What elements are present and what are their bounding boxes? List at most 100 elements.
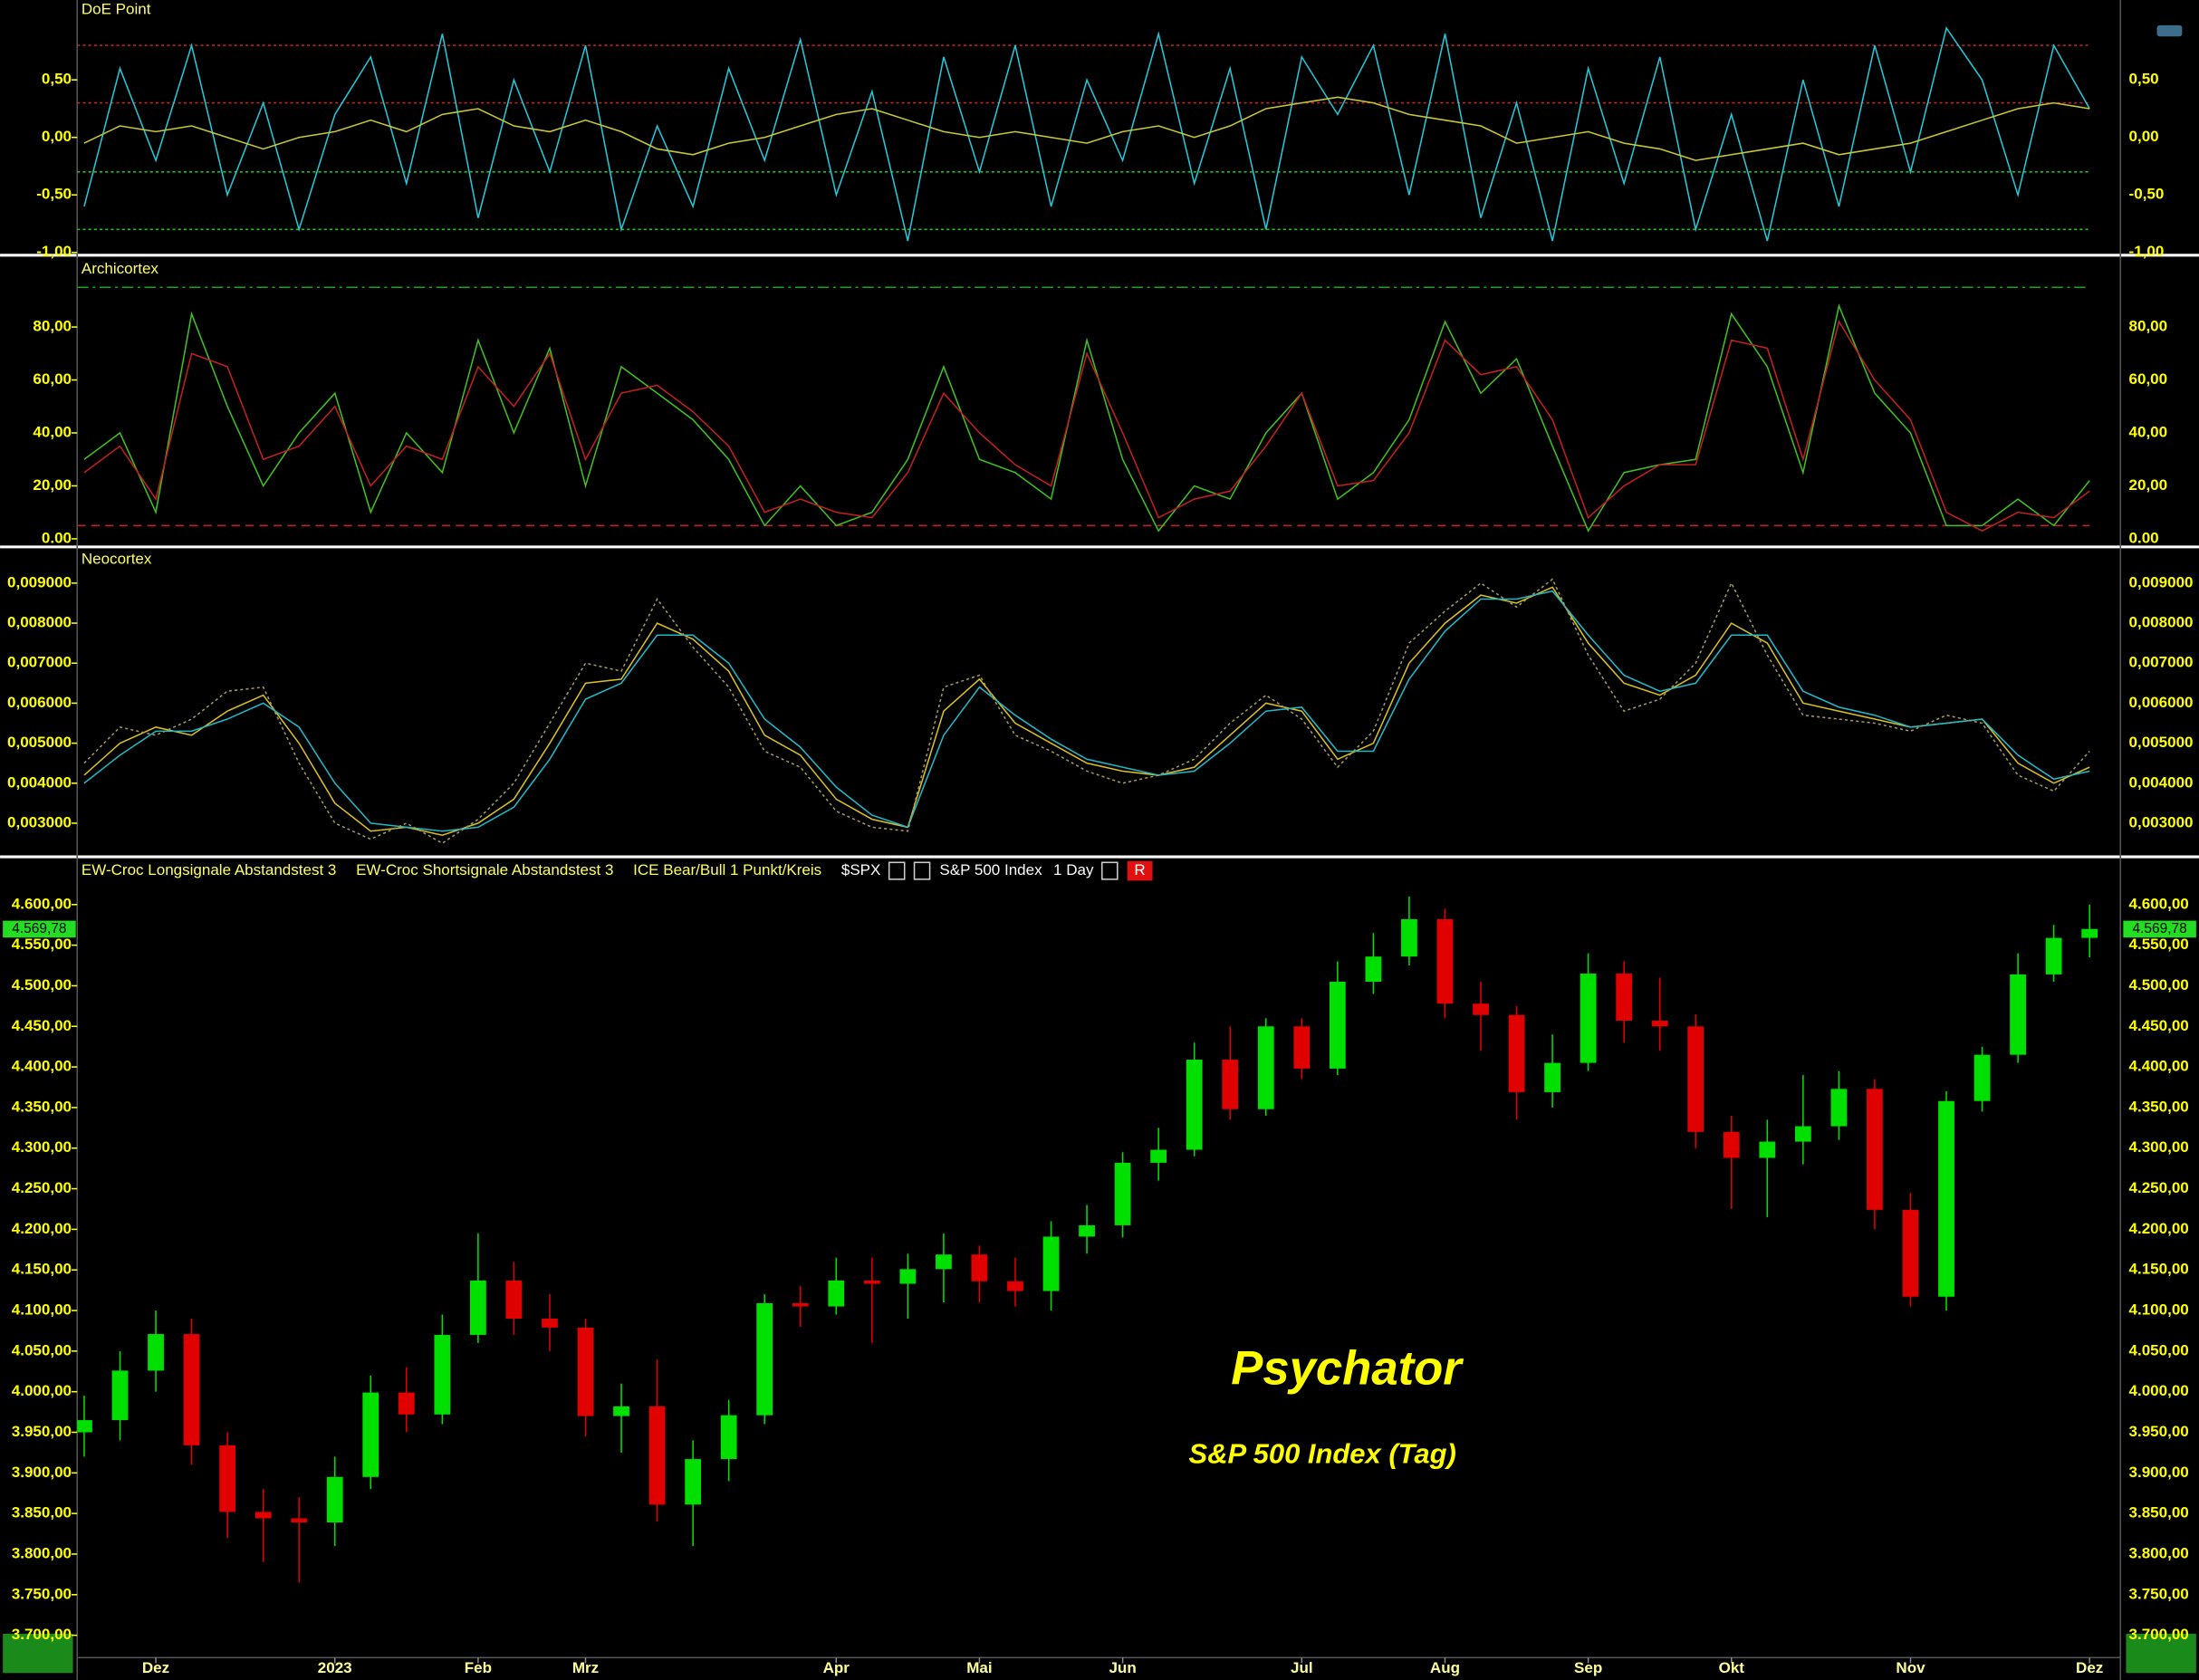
candle-body xyxy=(505,1280,523,1319)
y-tick-label: 0,007000 xyxy=(2129,654,2194,671)
y-tick-label: 4.400,00 xyxy=(12,1058,72,1075)
candle-body xyxy=(1436,918,1454,1004)
y-tick-label: 4.050,00 xyxy=(12,1341,72,1358)
icon[interactable] xyxy=(2156,24,2183,37)
y-tick-label: -0,50 xyxy=(2129,186,2165,203)
candle-body xyxy=(254,1512,272,1519)
candle-body xyxy=(1042,1236,1060,1291)
y-tick-label: 3.750,00 xyxy=(2129,1585,2189,1602)
y-tick-label: 0,003000 xyxy=(2129,813,2194,830)
y-tick-label: 4.450,00 xyxy=(12,1017,72,1034)
indicator-label: ICE Bear/Bull 1 Punkt/Kreis xyxy=(633,861,821,878)
indicator-label: EW-Croc Shortsignale Abstandstest 3 xyxy=(356,861,613,878)
y-tick-label: 3.900,00 xyxy=(2129,1464,2189,1481)
window-icon[interactable] xyxy=(2156,24,2183,37)
y-tick-label: 4.500,00 xyxy=(12,976,72,994)
candle-body xyxy=(936,1254,952,1270)
button-bg[interactable] xyxy=(1127,860,1153,881)
y-tick-label: 80,00 xyxy=(2129,318,2168,335)
y-tick-label: 20,00 xyxy=(33,476,72,494)
y-tick-label: 4.150,00 xyxy=(2129,1261,2189,1278)
y-tick-label: 0,008000 xyxy=(7,614,72,631)
y-tick-label: 3.750,00 xyxy=(12,1585,72,1602)
candle-body xyxy=(1902,1209,1919,1297)
candle-body xyxy=(1473,1003,1489,1015)
candle-body xyxy=(1365,956,1382,982)
x-tick-label: Okt xyxy=(1719,1659,1745,1676)
x-tick-label: 2023 xyxy=(318,1659,352,1676)
candle-body xyxy=(469,1280,486,1335)
candle-body xyxy=(1687,1026,1704,1132)
y-tick-label: 4.550,00 xyxy=(12,936,72,953)
candle-body xyxy=(863,1280,880,1284)
y-tick-label: 4.250,00 xyxy=(12,1179,72,1196)
candle-body xyxy=(971,1254,988,1282)
last-price-label: 4.569,78 xyxy=(2132,921,2186,936)
dropdown[interactable] xyxy=(913,861,931,880)
candle-body xyxy=(685,1459,702,1505)
y-tick-label: 0,50 xyxy=(2129,71,2159,88)
y-tick-label: 4.450,00 xyxy=(2129,1017,2189,1034)
y-tick-label: 0,005000 xyxy=(7,734,72,751)
x-tick-label: Dez xyxy=(142,1659,169,1676)
y-tick-label: 4.100,00 xyxy=(2129,1301,2189,1319)
candle-body xyxy=(1401,918,1417,957)
y-tick-label: 4.200,00 xyxy=(12,1220,72,1237)
indicator-label: EW-Croc Longsignale Abstandstest 3 xyxy=(82,861,337,878)
y-tick-label: 0,00 xyxy=(42,128,72,145)
y-tick-label: 3.850,00 xyxy=(12,1504,72,1522)
dropdown[interactable] xyxy=(1100,861,1119,880)
candle-body xyxy=(183,1334,200,1445)
y-tick-label: 40,00 xyxy=(2129,424,2168,441)
candle-body xyxy=(398,1392,415,1415)
series-line xyxy=(83,578,2090,844)
x-tick-label: Nov xyxy=(1896,1659,1925,1676)
plot-layer: 0,50 0,50 0,00 0,00 -0,50 -0,50 -1,00 -1,00 DoE … xyxy=(3,0,2196,1676)
dropdown[interactable] xyxy=(888,861,906,880)
corner-box xyxy=(2126,1633,2196,1674)
series-line xyxy=(83,590,2090,832)
y-tick-label: 0,006000 xyxy=(7,694,72,711)
panel xyxy=(77,286,2090,533)
button-label[interactable]: R xyxy=(1134,861,1145,878)
y-tick-label: 4.400,00 xyxy=(2129,1058,2189,1075)
candle-body xyxy=(1329,981,1346,1069)
y-tick-label: 3.800,00 xyxy=(12,1544,72,1561)
candle-body xyxy=(362,1392,379,1477)
candle-body xyxy=(1616,974,1633,1022)
y-tick-label: 4.550,00 xyxy=(2129,936,2189,953)
panel-separators xyxy=(0,254,2199,859)
candle-body xyxy=(1723,1131,1740,1158)
y-tick-label: 4.300,00 xyxy=(12,1138,72,1156)
symbol: $SPX xyxy=(841,861,881,878)
x-tick-label: Mai xyxy=(966,1659,992,1676)
y-tick-label: 0,006000 xyxy=(2129,694,2194,711)
x-tick-label: Dez xyxy=(2076,1659,2103,1676)
series-line xyxy=(83,586,2090,837)
last-price-box xyxy=(2123,920,2196,938)
candle-body xyxy=(219,1445,236,1512)
series-line xyxy=(83,303,2090,533)
candle-body xyxy=(2045,937,2062,974)
y-tick-label: 4.250,00 xyxy=(2129,1179,2189,1196)
series-line xyxy=(83,96,2090,161)
candle-body xyxy=(111,1370,129,1421)
candle-body xyxy=(720,1415,737,1460)
series-line xyxy=(83,320,2090,533)
y-tick-label: 0.00 xyxy=(42,529,72,546)
axis-borders xyxy=(76,0,2122,1680)
y-tick-label: 4.050,00 xyxy=(2129,1341,2189,1358)
y-tick-label: 0,00 xyxy=(2129,128,2159,145)
panel xyxy=(77,26,2090,242)
panel xyxy=(83,578,2090,844)
y-tick-label: 0,009000 xyxy=(7,573,72,590)
y-tick-label: 80,00 xyxy=(33,318,72,335)
y-tick-label: 4.500,00 xyxy=(2129,976,2189,994)
y-tick-label: 3.950,00 xyxy=(12,1423,72,1440)
y-tick-label: 0,008000 xyxy=(2129,614,2194,631)
y-tick-label: 4.150,00 xyxy=(12,1261,72,1278)
candle-body xyxy=(1794,1126,1811,1142)
candle-body xyxy=(434,1334,451,1415)
y-tick-label: 0,004000 xyxy=(7,773,72,791)
